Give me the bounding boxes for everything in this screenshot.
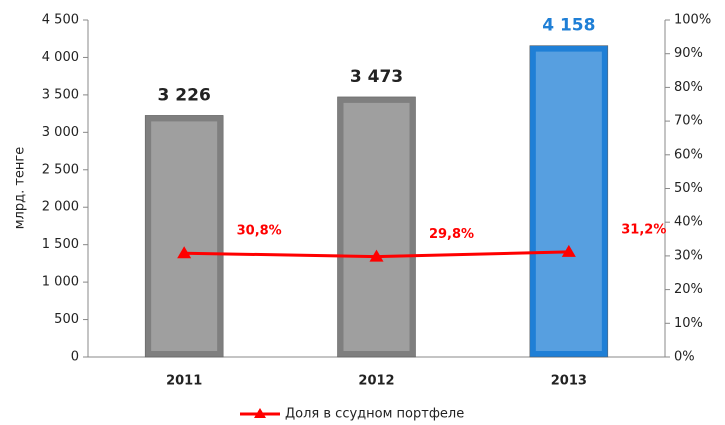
y-tick-label: 0 xyxy=(71,350,79,365)
y-axis-label: млрд. тенге xyxy=(13,147,28,230)
x-tick-label: 2012 xyxy=(358,374,394,389)
x-tick-label: 2013 xyxy=(551,374,587,389)
legend-marker xyxy=(254,408,266,418)
y2-tick-label: 40% xyxy=(674,215,703,230)
y-tick-label: 4 000 xyxy=(42,50,79,65)
value-label: 3 226 xyxy=(158,85,211,105)
line-value-label: 31,2% xyxy=(621,222,666,237)
x-tick-label: 2011 xyxy=(166,374,202,389)
y-tick-label: 500 xyxy=(54,312,79,327)
bar xyxy=(337,96,416,358)
line-value-label: 30,8% xyxy=(237,224,282,239)
y-tick-label: 3 500 xyxy=(42,87,79,102)
y2-tick-label: 10% xyxy=(674,316,703,331)
y-tick-label: 1 500 xyxy=(42,237,79,252)
y2-tick-label: 60% xyxy=(674,147,703,162)
y2-tick-label: 70% xyxy=(674,114,703,129)
bar-highlight xyxy=(151,121,218,351)
value-label: 4 158 xyxy=(542,16,595,36)
y2-tick-label: 80% xyxy=(674,80,703,95)
y2-tick-label: 30% xyxy=(674,248,703,263)
line-marker xyxy=(561,244,576,257)
line-marker xyxy=(177,246,192,259)
value-label: 3 473 xyxy=(350,67,403,87)
y-tick-label: 1 000 xyxy=(42,275,79,290)
y-tick-label: 2 000 xyxy=(42,200,79,215)
bar xyxy=(529,45,609,358)
y-tick-label: 3 000 xyxy=(42,125,79,140)
y2-tick-label: 0% xyxy=(674,350,695,365)
bar xyxy=(144,115,224,358)
legend-label: Доля в ссудном портфеле xyxy=(285,407,464,422)
bar-highlight xyxy=(535,51,602,351)
y2-tick-label: 100% xyxy=(674,13,711,28)
line-marker xyxy=(369,249,384,262)
y2-tick-label: 20% xyxy=(674,282,703,297)
y2-tick-label: 90% xyxy=(674,46,703,61)
y2-tick-label: 50% xyxy=(674,181,703,196)
line-value-label: 29,8% xyxy=(429,227,474,242)
y-tick-label: 4 500 xyxy=(42,13,79,28)
y-tick-label: 2 500 xyxy=(42,162,79,177)
bar-highlight xyxy=(343,102,410,351)
